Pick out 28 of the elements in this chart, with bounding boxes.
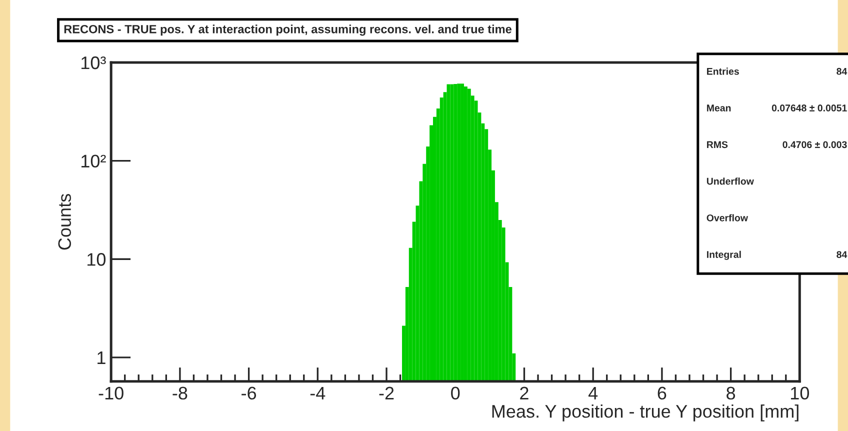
annotation: Overflow — [706, 214, 748, 222]
annotation: Underflow — [706, 178, 754, 185]
x-tick-label: 0 — [451, 386, 460, 400]
x-tick-label: -2 — [379, 386, 394, 400]
text: 84 — [836, 68, 848, 75]
y-tick-label: 10³ — [82, 56, 106, 70]
x-tick-label: 2 — [520, 386, 528, 400]
x-tick-label: 6 — [658, 386, 666, 400]
y-tick-label: 1 — [98, 352, 106, 364]
x-tick-label: -8 — [172, 386, 188, 400]
annotation: 0.07648 ± 0.0051 — [772, 104, 847, 112]
annotation: 0.4706 ± 0.003 — [782, 141, 847, 148]
chart-title: RECONS - TRUE pos. Y at interaction point, assuming recons. vel. and true time — [64, 24, 512, 36]
x-axis-title: Meas. Y position - true Y position [mm] — [492, 404, 798, 422]
x-tick-label: -4 — [310, 386, 326, 400]
annotation: Entries — [707, 68, 739, 75]
x-tick-label: -10 — [98, 386, 124, 400]
y-tick-label: 10² — [82, 154, 106, 168]
x-tick-label: 10 — [791, 386, 809, 400]
x-tick-label: 8 — [726, 386, 736, 400]
y-tick-label: 10 — [88, 253, 106, 266]
annotation: Integral — [707, 250, 741, 260]
y-axis-title: Counts — [58, 194, 72, 250]
annotation: RMS — [707, 141, 728, 148]
x-tick-label: 4 — [588, 386, 598, 400]
text: 84 — [836, 251, 848, 258]
annotation: Mean — [707, 104, 731, 112]
x-tick-label: -6 — [242, 386, 256, 400]
